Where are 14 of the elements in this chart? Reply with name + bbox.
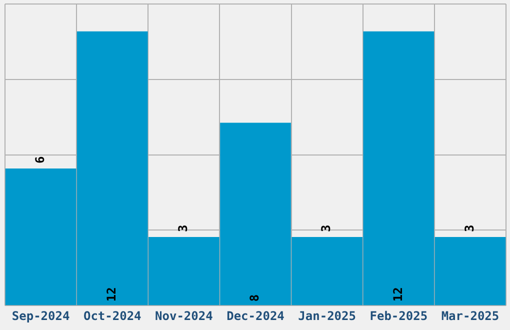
data-label: 3 (319, 224, 334, 232)
x-tick-label: Dec-2024 (226, 308, 284, 323)
data-label: 3 (462, 224, 476, 232)
data-label: 12 (390, 287, 405, 302)
x-tick-label: Sep-2024 (12, 308, 70, 323)
data-label: 8 (248, 294, 262, 302)
data-label: 12 (104, 287, 118, 302)
x-tick-label: Nov-2024 (155, 308, 213, 323)
x-tick-label: Jan-2025 (298, 308, 356, 323)
data-label: 3 (176, 224, 190, 232)
x-tick-label: Mar-2025 (441, 308, 500, 323)
x-tick-label: Feb-2025 (370, 308, 428, 323)
x-tick-label: Oct-2024 (83, 308, 142, 323)
data-label: 6 (32, 156, 47, 164)
